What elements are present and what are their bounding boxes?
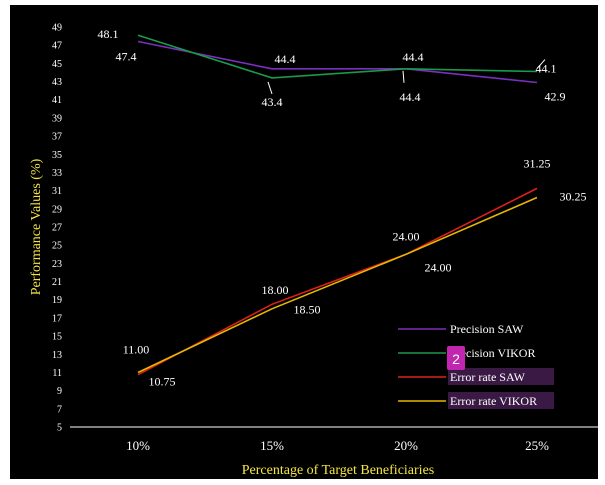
y-tick-label-35: 35 (52, 150, 62, 161)
data-label-3-3: 30.25 (560, 189, 587, 203)
x-axis-title: Percentage of Target Beneficiaries (242, 463, 434, 478)
x-tick-label-2: 20% (394, 438, 418, 453)
x-tick-label-0: 10% (126, 438, 150, 453)
y-tick-label-47: 47 (52, 41, 62, 52)
y-tick-label-31: 31 (52, 186, 62, 197)
data-label-2-2: 24.00 (425, 260, 452, 274)
legend-highlight-3 (448, 392, 554, 409)
data-label-1-3: 44.1 (536, 62, 557, 76)
y-tick-label-25: 25 (52, 241, 62, 252)
series-line-1 (137, 34, 538, 79)
legend-label-3: Error rate VIKOR (450, 394, 537, 408)
y-tick-label-33: 33 (52, 168, 62, 179)
data-label-3-2: 24.00 (393, 229, 420, 243)
y-tick-label-41: 41 (52, 95, 62, 106)
legend-highlight-2 (448, 368, 554, 385)
legend-label-1: Precision VIKOR (450, 346, 535, 360)
x-tick-label-1: 15% (260, 438, 284, 453)
badge-label: 2 (452, 351, 460, 367)
y-tick-label-49: 49 (52, 23, 62, 34)
y-tick-label-29: 29 (52, 204, 62, 215)
y-tick-label-27: 27 (52, 223, 62, 234)
data-labels-layer: 47.4 44.4 44.4 42.9 48.1 43.4 44.4 44.1 10.75 18.… (98, 27, 587, 389)
y-tick-label-43: 43 (52, 77, 62, 88)
data-label-3-0: 11.00 (123, 342, 150, 356)
series-line-0 (137, 40, 538, 84)
y-tick-label-37: 37 (52, 132, 62, 143)
y-tick-label-7: 7 (57, 404, 62, 415)
y-tick-label-5: 5 (57, 423, 62, 434)
y-tick-label-15: 15 (52, 332, 62, 343)
y-tick-label-11: 11 (52, 368, 62, 379)
y-tick-label-21: 21 (52, 277, 62, 288)
step-marker-badge: 2 (447, 346, 465, 370)
label-leader-1-1 (267, 81, 273, 95)
data-label-1-1: 43.4 (262, 95, 283, 109)
data-label-0-2: 44.4 (403, 50, 424, 64)
series-layer (137, 34, 538, 376)
axes: 5 7 9 11 13 15 17 19 21 23 25 27 29 31 33 35 37 39 41 43 45 4… (52, 23, 598, 453)
data-label-0-3: 42.9 (545, 89, 566, 103)
data-label-0-0: 47.4 (116, 50, 137, 64)
y-tick-label-19: 19 (52, 295, 62, 306)
series-line-3 (137, 196, 538, 374)
y-axis-title: Performance Values (%) (29, 158, 44, 295)
y-tick-label-23: 23 (52, 259, 62, 270)
x-tick-label-3: 25% (525, 438, 549, 453)
data-label-2-3: 31.25 (524, 156, 551, 170)
label-leader-1-3 (536, 59, 546, 69)
y-tick-label-13: 13 (52, 350, 62, 361)
legend-label-2: Error rate SAW (450, 370, 526, 384)
data-label-2-1: 18.50 (294, 302, 321, 316)
y-tick-label-9: 9 (57, 386, 62, 397)
y-tick-label-17: 17 (52, 313, 62, 324)
y-tick-label-39: 39 (52, 113, 62, 124)
legend-label-0: Precision SAW (450, 322, 524, 336)
data-label-1-2: 44.4 (400, 90, 421, 104)
series-line-2 (137, 187, 538, 376)
data-label-3-1: 18.00 (262, 283, 289, 297)
legend: Precision SAW Precision VIKOR Error rate S… (398, 322, 554, 409)
y-tick-label-45: 45 (52, 59, 62, 70)
label-leader-1-2 (402, 70, 405, 83)
data-label-0-1: 44.4 (275, 52, 296, 66)
data-label-2-0: 10.75 (149, 375, 176, 389)
data-label-1-0: 48.1 (98, 27, 119, 41)
